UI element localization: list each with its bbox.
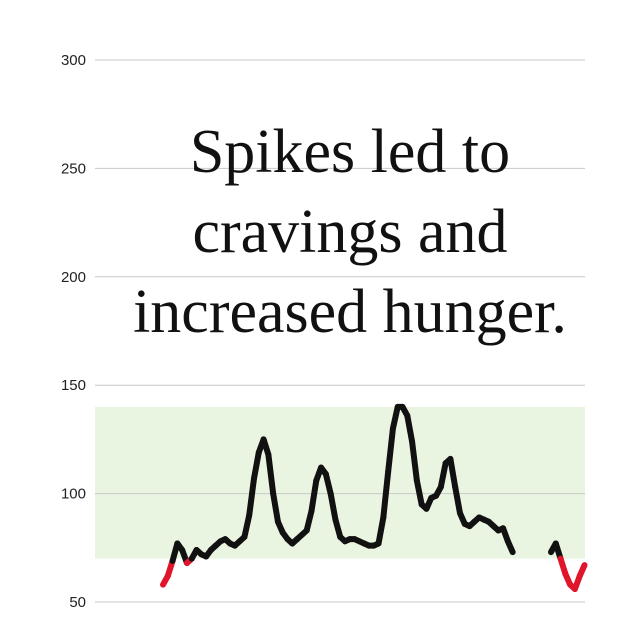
series-line-segment: [241, 512, 253, 540]
series-line-segment: [409, 438, 420, 484]
series-line-segment: [251, 449, 262, 482]
series-line-segment: [380, 468, 392, 521]
headline: Spikes led to cravings and increased hun…: [60, 112, 640, 352]
headline-line-2: cravings and: [192, 198, 508, 266]
series-line-segment: [452, 484, 463, 517]
series-line-segment: [437, 460, 449, 491]
series-line-segment: [327, 490, 339, 523]
series-line-segment: [385, 425, 396, 475]
y-tick-label-200: 200: [61, 269, 86, 286]
series-line-segment: [265, 451, 277, 497]
y-tick-label-150: 150: [61, 377, 86, 394]
grid-lines: [95, 59, 585, 603]
series-line-segment: [270, 490, 281, 525]
series-line-segment: [576, 562, 588, 579]
series-line-segment: [322, 471, 334, 497]
glucose-series: [160, 403, 588, 592]
headline-line-3: increased hunger.: [133, 278, 567, 346]
series-line-segment: [504, 538, 516, 556]
headline-line-1: Spikes led to: [189, 118, 511, 186]
series-line-segment: [413, 477, 425, 508]
series-line-segment: [389, 403, 401, 432]
y-tick-label-50: 50: [69, 594, 86, 611]
series-line-segment: [404, 412, 416, 445]
series-line-segment: [447, 455, 459, 491]
y-axis-ticks: 300 250 200 150 100 50: [61, 52, 86, 611]
y-tick-label-300: 300: [61, 52, 86, 69]
y-tick-label-100: 100: [61, 486, 86, 503]
series-line-segment: [246, 475, 258, 519]
series-line-segment: [303, 507, 315, 534]
y-tick-label-250: 250: [61, 160, 86, 177]
series-line-segment: [375, 514, 387, 547]
series-line-segment: [308, 477, 320, 514]
